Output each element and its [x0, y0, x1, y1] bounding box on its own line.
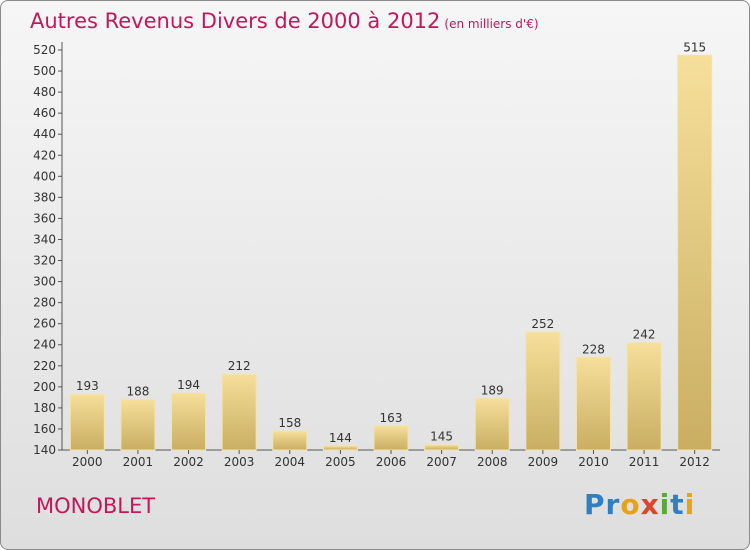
x-tick-label: 2004 [274, 455, 305, 469]
chart-title: Autres Revenus Divers de 2000 à 2012 (en … [30, 9, 539, 33]
x-tick-label: 2006 [376, 455, 407, 469]
bar [69, 393, 105, 451]
x-tick-label: 2008 [477, 455, 508, 469]
data-label: 189 [481, 383, 504, 397]
y-tick-label: 460 [33, 106, 56, 120]
bar [677, 54, 713, 451]
data-label: 252 [531, 317, 554, 331]
y-tick-label: 280 [33, 296, 56, 310]
logo-letter: i [684, 488, 696, 521]
x-tick-label: 2010 [578, 455, 609, 469]
bar [221, 373, 257, 451]
data-label: 242 [633, 328, 656, 342]
y-tick-label: 260 [33, 317, 56, 331]
data-label: 163 [380, 411, 403, 425]
x-tick-label: 2007 [426, 455, 457, 469]
y-tick-label: 400 [33, 169, 56, 183]
logo-letter: o [620, 488, 641, 521]
bar [575, 356, 611, 451]
x-tick-label: 2000 [72, 455, 103, 469]
bar [120, 398, 156, 451]
y-tick-label: 420 [33, 148, 56, 162]
bar [626, 342, 662, 451]
y-tick-label: 200 [33, 380, 56, 394]
logo-letter: t [670, 488, 685, 521]
data-label: 145 [430, 430, 453, 444]
logo-letter: x [640, 488, 660, 521]
y-tick-label: 220 [33, 359, 56, 373]
unit-label: (en milliers d'€) [444, 17, 539, 31]
x-tick-label: 2005 [325, 455, 356, 469]
logo-letter: P [584, 488, 606, 521]
data-label: 144 [329, 431, 352, 445]
x-tick-label: 2009 [528, 455, 559, 469]
y-tick-label: 140 [33, 443, 56, 457]
bar [373, 425, 409, 451]
data-label: 194 [177, 378, 200, 392]
bar [474, 397, 510, 451]
data-label: 193 [76, 379, 99, 393]
y-tick-label: 240 [33, 338, 56, 352]
bar [525, 331, 561, 451]
x-tick-label: 2002 [173, 455, 204, 469]
place-name: MONOBLET [36, 494, 156, 518]
y-tick-label: 340 [33, 232, 56, 246]
bar [424, 444, 460, 451]
bar [272, 430, 308, 451]
y-tick-label: 300 [33, 275, 56, 289]
title-text: Autres Revenus Divers de 2000 à 2012 [30, 9, 441, 33]
data-label: 515 [683, 40, 706, 54]
y-tick-label: 500 [33, 64, 56, 78]
y-tick-label: 320 [33, 254, 56, 268]
data-label: 212 [228, 359, 251, 373]
y-tick-label: 440 [33, 127, 56, 141]
y-tick-label: 180 [33, 401, 56, 415]
y-tick-label: 480 [33, 85, 56, 99]
x-tick-label: 2011 [629, 455, 660, 469]
proxiti-logo: Proxiti [584, 488, 695, 521]
y-tick-label: 360 [33, 211, 56, 225]
x-tick-label: 2003 [224, 455, 255, 469]
data-label: 158 [278, 416, 301, 430]
bar [322, 445, 358, 451]
y-tick-label: 380 [33, 190, 56, 204]
x-tick-label: 2012 [679, 455, 710, 469]
data-label: 228 [582, 342, 605, 356]
bar [171, 392, 207, 451]
y-tick-label: 520 [33, 43, 56, 57]
y-tick-label: 160 [33, 422, 56, 436]
logo-letter: i [659, 488, 671, 521]
data-label: 188 [126, 384, 149, 398]
x-tick-label: 2001 [123, 455, 154, 469]
logo-letter: r [605, 488, 621, 521]
